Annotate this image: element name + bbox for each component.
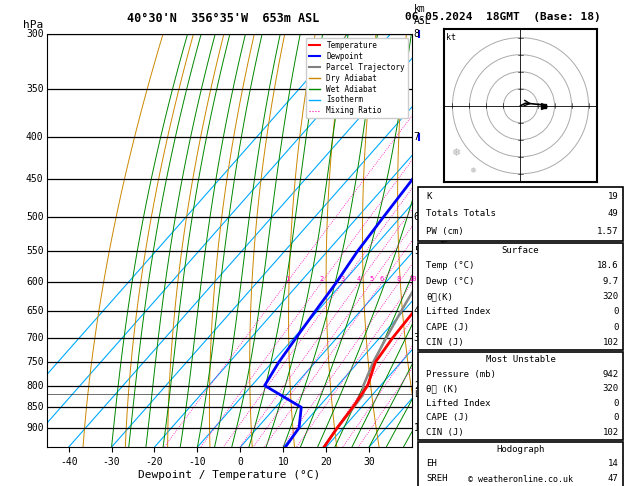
Text: 102: 102 [603,428,619,437]
Text: 320: 320 [603,384,619,393]
Text: CAPE (J): CAPE (J) [426,414,469,422]
Text: 0: 0 [613,414,619,422]
Text: 1.57: 1.57 [597,227,619,236]
Text: 3: 3 [414,333,420,343]
Text: 06.05.2024  18GMT  (Base: 18): 06.05.2024 18GMT (Base: 18) [405,12,601,22]
Text: 1: 1 [285,277,289,282]
Text: 25: 25 [467,277,476,282]
Text: 600: 600 [26,278,43,287]
Text: 14: 14 [608,459,619,469]
Text: 650: 650 [26,306,43,316]
Text: Lifted Index: Lifted Index [426,399,491,408]
Text: 47: 47 [608,474,619,483]
Text: Surface: Surface [502,246,539,255]
Text: CIN (J): CIN (J) [426,338,464,347]
Legend: Temperature, Dewpoint, Parcel Trajectory, Dry Adiabat, Wet Adiabat, Isotherm, Mi: Temperature, Dewpoint, Parcel Trajectory… [306,38,408,119]
Text: km
ASL: km ASL [414,4,431,26]
Text: 3: 3 [341,277,345,282]
Text: θᴇ(K): θᴇ(K) [426,292,454,301]
Text: Mixing Ratio (g/kg): Mixing Ratio (g/kg) [441,193,450,288]
Text: 900: 900 [26,423,43,433]
Text: LCL: LCL [414,390,429,399]
Text: 700: 700 [26,333,43,343]
Text: 850: 850 [26,402,43,412]
FancyBboxPatch shape [418,442,623,486]
Text: Hodograph: Hodograph [496,445,545,454]
Text: 750: 750 [26,357,43,367]
Text: Most Unstable: Most Unstable [486,355,555,364]
Text: SREH: SREH [426,474,448,483]
Text: kt: kt [446,33,455,42]
Text: 800: 800 [26,381,43,391]
Text: ❅: ❅ [451,148,460,158]
Text: 2: 2 [320,277,324,282]
Text: 6: 6 [414,212,420,222]
Text: 4: 4 [414,306,420,316]
Text: PW (cm): PW (cm) [426,227,464,236]
Text: 942: 942 [603,370,619,379]
Text: 20: 20 [452,277,460,282]
Text: Totals Totals: Totals Totals [426,209,496,218]
Text: 5: 5 [414,246,420,256]
Text: Temp (°C): Temp (°C) [426,261,475,270]
Text: 102: 102 [603,338,619,347]
Text: 6: 6 [380,277,384,282]
Text: CIN (J): CIN (J) [426,428,464,437]
Text: 500: 500 [26,212,43,222]
Text: 550: 550 [26,246,43,256]
Text: 0: 0 [613,323,619,331]
Text: CAPE (J): CAPE (J) [426,323,469,331]
Text: Lifted Index: Lifted Index [426,307,491,316]
Text: K: K [426,191,432,201]
Text: EH: EH [426,459,437,469]
Text: 400: 400 [26,132,43,142]
Text: 350: 350 [26,84,43,94]
Text: 450: 450 [26,174,43,184]
Text: 49: 49 [608,209,619,218]
Text: 300: 300 [26,29,43,39]
X-axis label: Dewpoint / Temperature (°C): Dewpoint / Temperature (°C) [138,469,321,480]
Text: 320: 320 [603,292,619,301]
Text: 4: 4 [357,277,361,282]
Text: 1: 1 [414,423,420,433]
Text: 8: 8 [414,29,420,39]
Text: 15: 15 [433,277,442,282]
FancyBboxPatch shape [418,352,623,440]
Text: 7: 7 [414,132,420,142]
Text: 40°30'N  356°35'W  653m ASL: 40°30'N 356°35'W 653m ASL [127,12,320,25]
Text: Pressure (mb): Pressure (mb) [426,370,496,379]
Text: 0: 0 [613,399,619,408]
Text: hPa: hPa [23,20,43,30]
Text: 0: 0 [613,307,619,316]
Text: 8: 8 [397,277,401,282]
Text: © weatheronline.co.uk: © weatheronline.co.uk [469,474,573,484]
Text: Dewp (°C): Dewp (°C) [426,277,475,286]
Text: 18.6: 18.6 [597,261,619,270]
Text: 2: 2 [414,381,420,391]
Text: 5: 5 [369,277,374,282]
Text: 19: 19 [608,191,619,201]
Text: θᴇ (K): θᴇ (K) [426,384,459,393]
FancyBboxPatch shape [418,243,623,350]
Text: ❅: ❅ [469,166,476,175]
Text: 9.7: 9.7 [603,277,619,286]
FancyBboxPatch shape [418,187,623,241]
Text: 10: 10 [408,277,417,282]
